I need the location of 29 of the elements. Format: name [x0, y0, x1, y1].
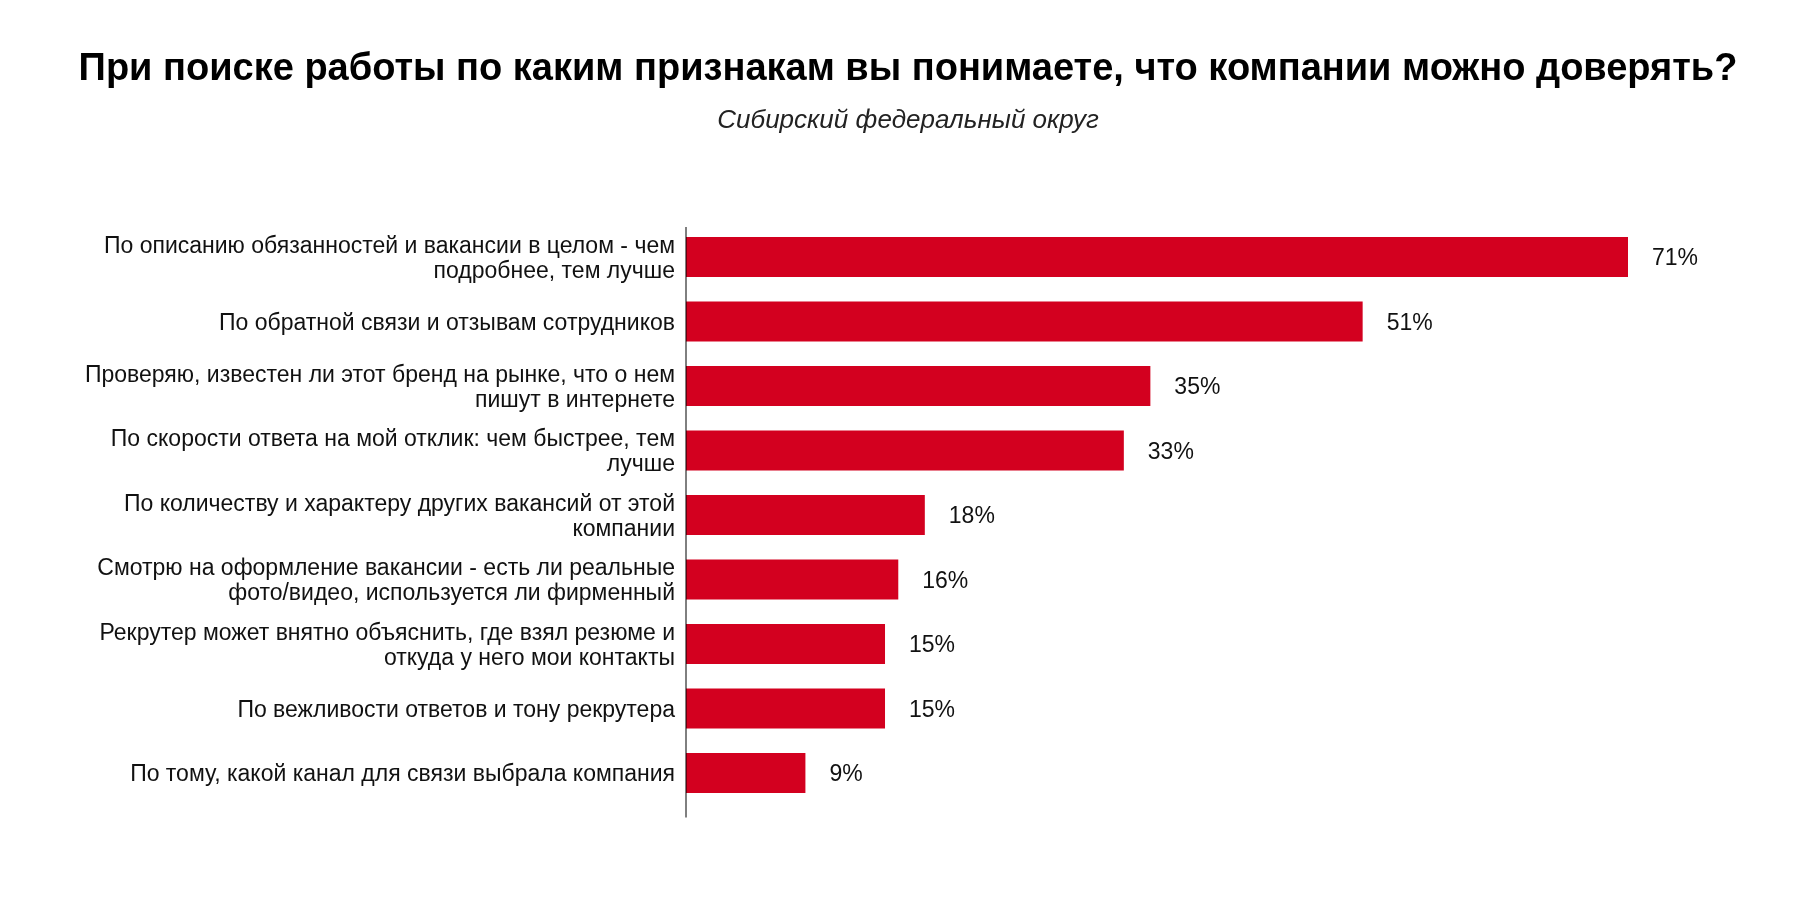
data-label: 16% [922, 566, 969, 593]
y-tick-label: По тому, какой канал для связи выбрала компания [130, 760, 675, 786]
y-tick-label: Рекрутер может внятно объяснить, где взял резюме и откуда у него мои контакты [99, 618, 675, 670]
bar [686, 624, 886, 664]
y-tick-label: Смотрю на оформление вакансии - есть ли реальные фото/видео, используется ли фирменный [97, 554, 675, 605]
bar [686, 688, 886, 729]
y-tick-label: По количеству и характеру других вакансий от этой компании [123, 489, 675, 541]
bar [686, 366, 1151, 406]
data-label: 15% [909, 631, 956, 657]
data-label: 18% [948, 502, 995, 528]
y-tick-label: По описанию обязанностей и вакансии в целом - чем подробнее, тем лучше [103, 231, 675, 283]
bar [686, 430, 1124, 471]
data-label: 9% [829, 760, 863, 786]
y-tick-label: По скорости ответа на мой отклик: чем быстрее, тем лучше [110, 425, 675, 476]
bar [686, 237, 1628, 277]
bar [686, 559, 899, 600]
chart-title: При поиске работы по каким признакам вы понимаете, что компании можно доверять? [78, 46, 1738, 88]
bar [686, 753, 806, 793]
y-tick-label: По вежливости ответов и тону рекрутера [237, 695, 676, 722]
bar [686, 301, 1363, 342]
y-tick-label: Проверяю, известен ли этот бренд на рынке, что о нем пишут в интернете [84, 360, 675, 412]
data-label: 51% [1386, 308, 1433, 335]
y-tick-label: По обратной связи и отзывам сотрудников [219, 308, 675, 335]
bar [686, 495, 925, 535]
data-label: 35% [1174, 373, 1221, 399]
data-label: 33% [1147, 437, 1194, 464]
chart-subtitle: Сибирский федеральный округ [717, 104, 1099, 134]
data-label: 71% [1652, 244, 1699, 270]
data-label: 15% [909, 695, 956, 722]
